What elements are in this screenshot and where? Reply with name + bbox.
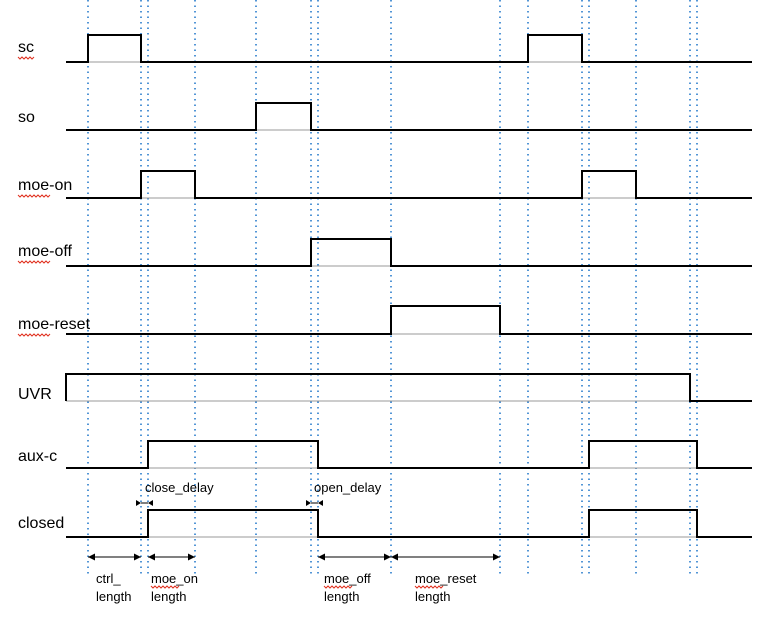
waveform-aux-c [66,440,752,469]
waveform-moe-off [66,238,752,267]
spellcheck-underline [17,56,35,60]
moe-off-length-label-line1: moe_off [324,571,371,586]
signal-label-aux-c: aux-c [18,448,57,465]
signal-labels: sc so moe-on moe-off moe-reset UVR aux-c… [18,39,91,532]
ctrl-length-label-line2: length [96,589,131,604]
moe-off-length-label-line2: length [324,589,359,604]
moe-reset-length-label-line2: length [415,589,450,604]
waveform-moe-on [66,170,752,199]
open-delay-arrowheads [306,500,323,506]
signal-label-so: so [18,109,35,126]
signal-label-sc: sc [18,39,34,56]
open-delay-label: open_delay [314,480,382,495]
spellcheck-underline [17,194,51,198]
spellcheck-underline [17,333,51,337]
spellcheck-underline [414,585,444,589]
signal-label-moe-reset: moe-reset [18,316,91,333]
spellcheck-underline [150,585,180,589]
waveform-closed [66,509,752,538]
signal-label-moe-on: moe-on [18,177,72,194]
spellcheck-underline [323,585,353,589]
waveform-uvr [65,373,752,402]
timing-labels: ctrl_ length moe_on length moe_off lengt… [96,571,477,604]
close-delay-label: close_delay [145,480,214,495]
waveforms [65,34,752,538]
moe-on-length-label-line1: moe_on [151,571,198,586]
signal-label-closed: closed [18,515,64,532]
time-markers [87,0,698,575]
pulse-baselines [66,61,697,538]
ctrl-length-label-line1: ctrl_ [96,571,121,586]
moe-on-length-label-line2: length [151,589,186,604]
waveform-sc [66,34,752,63]
delay-annotations: close_delay open_delay [136,480,382,506]
signal-label-uvr: UVR [18,386,52,403]
waveform-so [66,102,752,131]
close-delay-arrowheads [136,500,153,506]
spellcheck-underline [17,260,51,264]
signal-label-moe-off: moe-off [18,243,73,260]
waveform-moe-reset [66,305,752,335]
timing-dimensions [88,553,500,561]
spellcheck-underlines [17,56,444,589]
moe-reset-length-label-line1: moe_reset [415,571,477,586]
